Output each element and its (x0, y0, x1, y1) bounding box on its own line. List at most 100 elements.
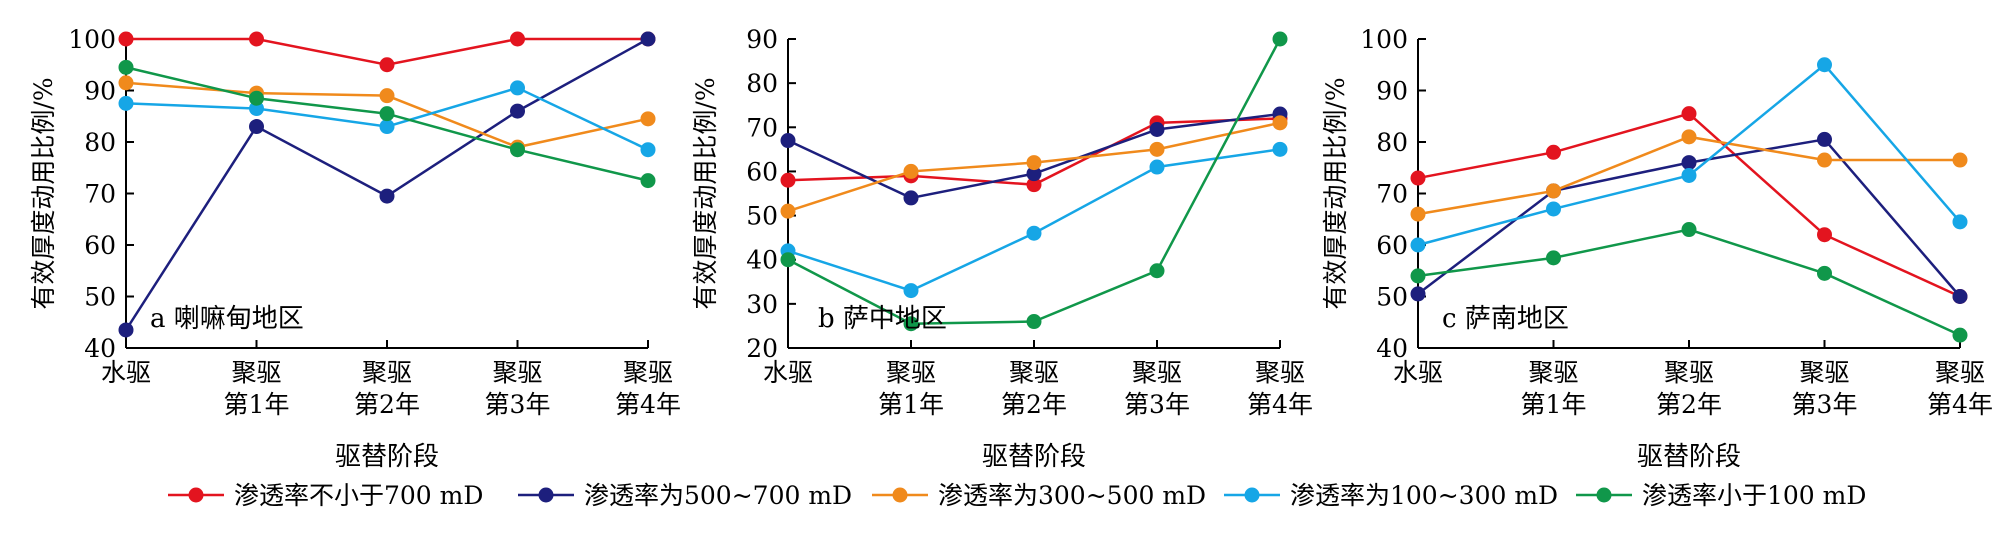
data-point-series-1 (1410, 170, 1426, 186)
data-point-series-3 (780, 203, 796, 219)
legend-label: 渗透率为100~300 mD (1290, 481, 1558, 510)
x-tick-label: 第3年 (485, 390, 551, 419)
data-point-series-2 (1952, 289, 1968, 304)
x-axis-title: 驱替阶段 (335, 442, 439, 472)
data-point-series-5 (1410, 268, 1426, 284)
x-tick-label: 聚驱 (1935, 358, 1985, 387)
data-point-series-1 (379, 57, 395, 73)
legend-marker (1244, 487, 1260, 503)
data-point-series-3 (1681, 129, 1697, 145)
panel-label: a 喇嘛甸地区 (150, 304, 304, 334)
data-point-series-4 (1681, 167, 1697, 183)
data-point-series-3 (1026, 155, 1042, 171)
data-point-series-1 (1026, 177, 1042, 193)
data-point-series-5 (1817, 265, 1832, 281)
x-tick-label: 第2年 (354, 390, 420, 419)
data-point-series-2 (118, 322, 134, 338)
y-tick-label: 30 (746, 290, 778, 319)
y-tick-label: 40 (746, 246, 778, 275)
x-tick-label: 聚驱 (1255, 358, 1305, 387)
data-point-series-4 (1952, 214, 1968, 230)
y-tick-label: 90 (84, 77, 116, 106)
data-point-series-4 (510, 80, 525, 96)
data-point-series-2 (1410, 286, 1426, 302)
x-tick-label: 聚驱 (623, 358, 673, 387)
x-tick-label: 聚驱 (1009, 358, 1059, 387)
data-point-series-4 (1149, 159, 1165, 175)
y-tick-label: 70 (746, 113, 778, 142)
data-point-series-3 (640, 111, 656, 127)
x-tick-label: 聚驱 (231, 358, 281, 387)
y-tick-label: 50 (746, 202, 778, 231)
data-point-series-2 (903, 190, 919, 206)
data-point-series-3 (118, 75, 134, 91)
y-tick-label: 40 (84, 334, 116, 363)
data-point-series-5 (1952, 327, 1968, 343)
data-point-series-3 (1952, 152, 1968, 168)
panel-label: c 萨南地区 (1442, 304, 1569, 334)
data-point-series-4 (1026, 225, 1042, 241)
data-point-series-2 (379, 188, 395, 204)
data-point-series-3 (1817, 152, 1832, 168)
y-axis-title: 有效厚度动用比例/% (691, 77, 720, 309)
data-point-series-5 (1681, 222, 1697, 238)
data-point-series-2 (249, 119, 264, 135)
data-point-series-5 (780, 252, 796, 268)
x-tick-label: 水驱 (1393, 358, 1443, 387)
x-tick-label: 聚驱 (1799, 358, 1849, 387)
legend-label: 渗透率不小于700 mD (234, 481, 483, 510)
y-tick-label: 60 (746, 157, 778, 186)
legend-label: 渗透率为500~700 mD (584, 481, 852, 510)
data-point-series-3 (379, 88, 395, 104)
data-point-series-3 (1272, 115, 1288, 131)
data-point-series-2 (510, 103, 525, 119)
data-point-series-1 (1546, 144, 1561, 160)
panel-label: b 萨中地区 (818, 304, 947, 334)
data-point-series-4 (1410, 237, 1426, 253)
legend-label: 渗透率小于100 mD (1642, 481, 1866, 510)
data-point-series-2 (1817, 131, 1832, 147)
x-axis-title: 驱替阶段 (1637, 442, 1741, 472)
data-point-series-4 (1546, 201, 1561, 217)
legend-marker (1596, 487, 1612, 503)
y-tick-label: 70 (84, 180, 116, 209)
legend-marker (892, 487, 908, 503)
x-tick-label: 聚驱 (886, 358, 936, 387)
legend: 渗透率不小于700 mD 渗透率为500~700 mD 渗透率为300~500 mD… (168, 481, 1866, 510)
data-point-series-4 (640, 142, 656, 158)
y-tick-label: 60 (84, 231, 116, 260)
x-axis-title: 驱替阶段 (982, 442, 1086, 472)
y-tick-label: 20 (746, 334, 778, 363)
data-point-series-5 (640, 173, 656, 189)
y-tick-label: 80 (84, 128, 116, 157)
data-point-series-2 (1681, 155, 1697, 171)
y-tick-label: 80 (746, 69, 778, 98)
data-point-series-5 (1272, 31, 1288, 47)
data-point-series-5 (1149, 263, 1165, 279)
data-point-series-5 (249, 90, 264, 106)
data-point-series-4 (1272, 141, 1288, 157)
y-tick-label: 100 (1360, 25, 1408, 54)
data-point-series-3 (1546, 183, 1561, 199)
data-point-series-3 (1410, 206, 1426, 222)
data-point-series-1 (780, 172, 796, 188)
data-point-series-2 (1149, 121, 1165, 137)
x-tick-label: 第3年 (1124, 390, 1190, 419)
x-tick-label: 聚驱 (1132, 358, 1182, 387)
x-tick-label: 聚驱 (1664, 358, 1714, 387)
series-line-2 (124, 37, 649, 331)
data-point-series-2 (640, 31, 656, 47)
data-point-series-5 (510, 142, 525, 158)
x-tick-label: 第2年 (1656, 390, 1722, 419)
data-point-series-4 (379, 119, 395, 135)
series-line-4 (1417, 63, 1961, 247)
data-point-series-1 (249, 31, 264, 47)
y-tick-label: 50 (1376, 283, 1408, 312)
legend-marker (188, 487, 204, 503)
data-point-series-3 (903, 163, 919, 179)
x-tick-label: 第4年 (615, 390, 681, 419)
